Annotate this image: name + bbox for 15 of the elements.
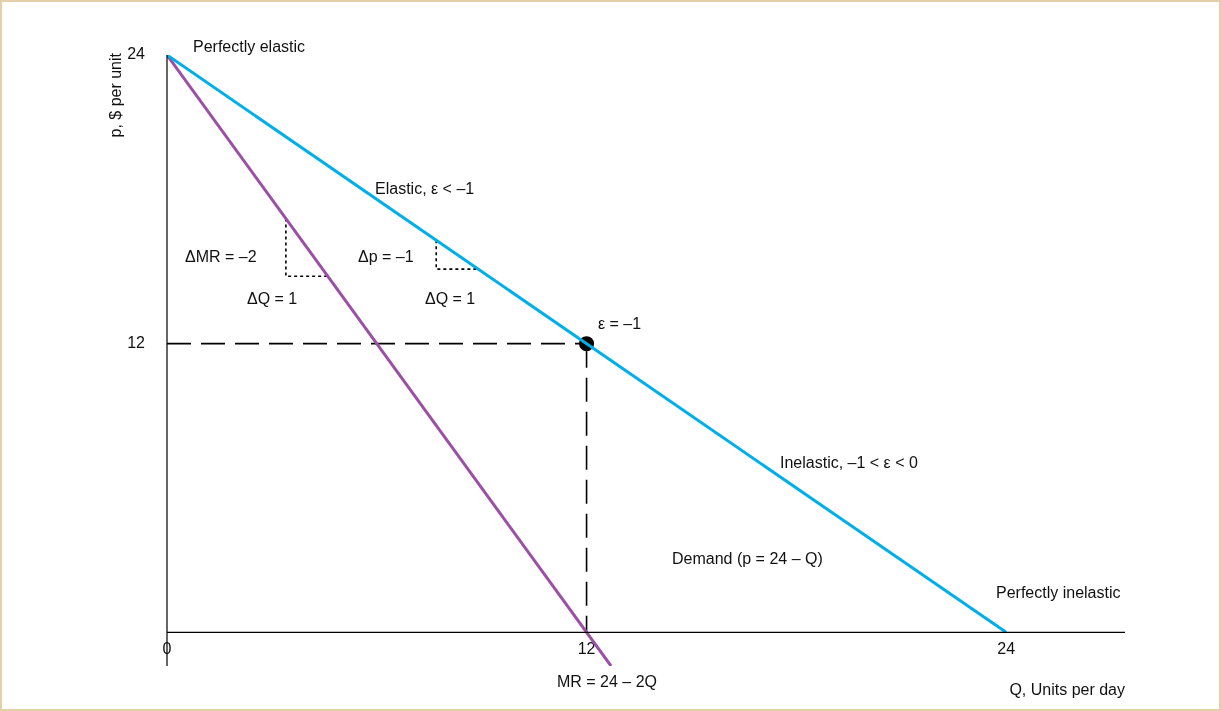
- annotation: ΔQ = 1: [247, 290, 298, 308]
- annotation: ε = –1: [598, 315, 642, 333]
- annotation: Inelastic, –1 < ε < 0: [780, 454, 918, 472]
- annotation: Δp = –1: [358, 248, 414, 266]
- annotation: ΔQ = 1: [425, 290, 476, 308]
- annotation: ΔMR = –2: [185, 248, 257, 266]
- annotation: Elastic, ε < –1: [375, 180, 475, 198]
- x-tick-label: 24: [997, 640, 1016, 658]
- annotation: Demand (p = 24 – Q): [672, 550, 823, 568]
- x-axis-title: Q, Units per day: [1009, 680, 1125, 698]
- text: MR = 24 – 2Q: [557, 673, 658, 691]
- annotation: Perfectly elastic: [193, 38, 306, 56]
- annotation: Perfectly inelastic: [996, 584, 1121, 602]
- x-tick-label: 12: [577, 640, 596, 658]
- y-axis-title: p, $ per unit: [107, 52, 125, 138]
